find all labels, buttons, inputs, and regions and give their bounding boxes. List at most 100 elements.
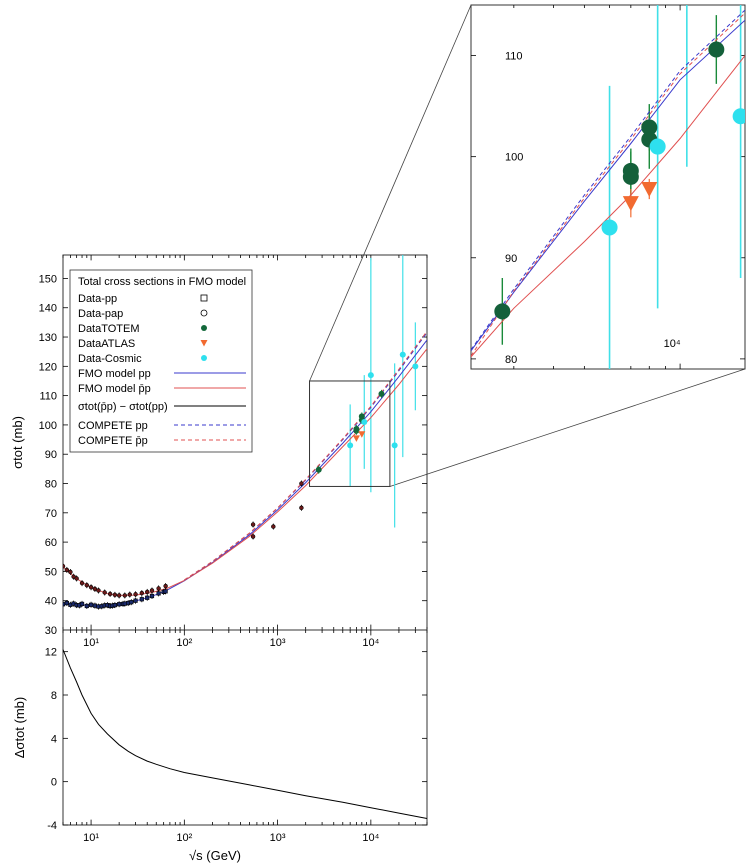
pp-point	[84, 603, 89, 609]
y-tick-label: 80	[45, 479, 57, 491]
y-tick-label: 50	[45, 566, 57, 578]
totem-point	[353, 426, 360, 433]
pap-point	[88, 585, 94, 590]
pap-point	[127, 592, 132, 597]
legend-title: Total cross sections in FMO model	[78, 276, 246, 288]
pp-point	[149, 593, 155, 599]
pap-point	[107, 591, 113, 597]
legend-label: COMPETE p̄p	[78, 435, 148, 447]
legend-marker	[200, 309, 208, 317]
inset-totem-point	[641, 119, 658, 136]
pp-point	[139, 597, 144, 602]
legend-label: COMPETE pp	[78, 420, 148, 432]
inset-atlas-point	[622, 196, 639, 212]
legend-marker	[200, 340, 208, 347]
y-tick-label: 90	[45, 449, 57, 461]
pap-point	[250, 534, 256, 539]
pap-point	[112, 592, 118, 598]
inset-plot-area	[471, 5, 745, 369]
legend-marker	[200, 294, 208, 302]
zoom-region-box	[309, 380, 391, 487]
y-tick-label: 70	[45, 508, 57, 520]
y-tick-label: 110	[39, 391, 57, 403]
atlas-point	[358, 431, 366, 438]
x-tick-label: 10²	[176, 832, 192, 844]
legend-label: DataATLAS	[78, 338, 135, 350]
x-tick-label: 10⁴	[664, 338, 681, 350]
legend-marker	[201, 325, 207, 331]
x-tick-label: 10⁴	[362, 832, 379, 844]
y-tick-label: 120	[39, 361, 57, 373]
legend-label: FMO model p̄p	[78, 383, 151, 395]
inset-cosmic-point	[601, 219, 618, 236]
inset-cosmic-point	[649, 138, 666, 155]
pap-point	[149, 588, 155, 593]
zoom-connector-lines	[309, 4, 746, 487]
pp-point	[64, 600, 69, 606]
y-tick-label: 130	[39, 332, 57, 344]
pp-point	[63, 602, 66, 607]
pp-point	[145, 595, 150, 600]
legend-label: σtot(p̄p) − σtot(pp)	[78, 401, 168, 413]
y-tick-label: 8	[51, 690, 57, 702]
cosmic-point	[367, 372, 374, 379]
main-plot: 30 40 50 60 70 80 90 100 110 120 130 140 150 10¹ 10² 10…	[10, 254, 428, 649]
legend-marker	[201, 355, 207, 361]
plot-area	[63, 255, 427, 610]
inset-totem-point	[622, 162, 639, 179]
totem-point	[358, 413, 365, 420]
x-tick-label: 10²	[176, 637, 192, 649]
y-axis-label: Δσtot (mb)	[12, 697, 27, 759]
legend: Total cross sections in FMO model Data-pp…	[69, 269, 253, 453]
pap-point	[64, 567, 70, 573]
pap-point	[79, 580, 85, 586]
y-tick-label: 4	[51, 733, 57, 745]
y-tick-label: 40	[45, 596, 57, 608]
pap-point	[299, 481, 304, 486]
inset-totem-point	[708, 41, 725, 58]
y-tick-label: -4	[47, 820, 57, 832]
y-axis-label: σtot (mb)	[10, 416, 25, 469]
pap-point	[139, 590, 145, 596]
y-tick-label: 0	[51, 777, 57, 789]
x-tick-label: 10¹	[83, 637, 99, 649]
pap-point	[163, 583, 168, 589]
pap-point	[250, 522, 256, 527]
inset-totem-point	[494, 303, 511, 320]
pap-point	[102, 590, 107, 595]
pp-point	[79, 601, 85, 607]
series-line-COMPETE p̄p	[184, 330, 427, 581]
pap-point	[68, 569, 73, 575]
totem-point	[378, 390, 385, 397]
atlas-point	[352, 435, 360, 442]
pp-point	[92, 603, 98, 608]
inset-cosmic-point	[732, 108, 745, 125]
cosmic-point	[391, 442, 398, 449]
pap-point	[74, 576, 79, 581]
inset-line-COMPETE p̄p	[471, 12, 745, 357]
pp-point	[133, 598, 138, 603]
pp-point	[112, 602, 117, 608]
legend-label: Data-pp	[78, 293, 117, 305]
cosmic-point	[412, 363, 419, 370]
pap-point	[122, 593, 128, 598]
x-tick-label: 10⁴	[362, 637, 379, 649]
pap-point	[133, 592, 138, 597]
pap-point	[63, 563, 66, 569]
plot-frame	[62, 629, 428, 826]
pp-point	[129, 600, 134, 605]
delta-plot: -4 0 4 8 12 10¹ 10² 10³ 10⁴ √s (GeV) Δσtot (mb)	[12, 629, 428, 863]
cosmic-point	[361, 418, 368, 425]
y-tick-label: 110	[505, 51, 523, 63]
inset-atlas-point	[641, 182, 658, 198]
legend-label: FMO model pp	[78, 368, 151, 380]
legend-label: DataTOTEM	[78, 323, 140, 335]
pap-point	[271, 524, 276, 529]
legend-label: Data-pap	[78, 308, 123, 320]
pp-point	[117, 602, 122, 607]
pp-point	[122, 601, 127, 606]
zoom-inset-plot: 80 90 100 110 10⁴	[470, 4, 746, 370]
y-tick-label: 30	[45, 625, 57, 637]
y-tick-label: 12	[45, 647, 57, 659]
